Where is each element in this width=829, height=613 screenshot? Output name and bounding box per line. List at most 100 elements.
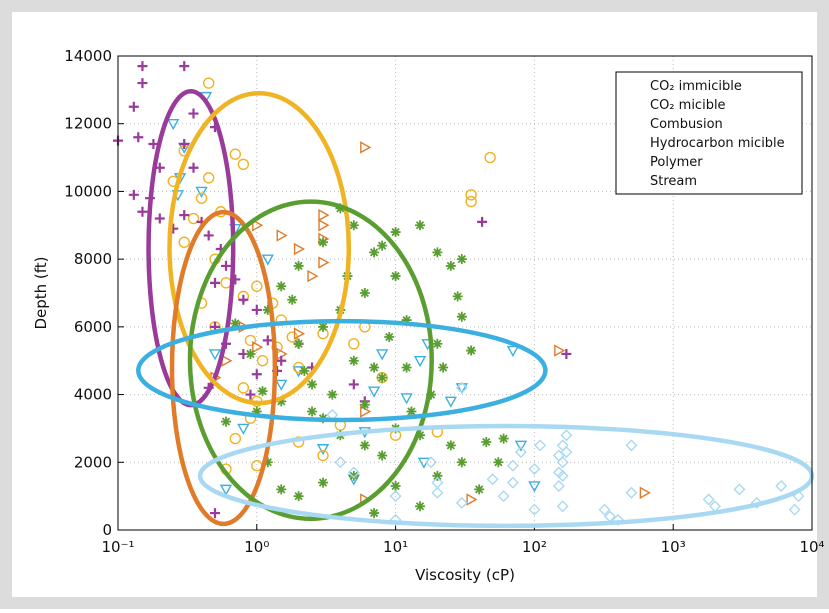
point	[369, 362, 380, 373]
point	[245, 389, 256, 400]
point	[137, 61, 148, 72]
point	[477, 216, 488, 227]
point	[639, 486, 651, 499]
point	[377, 240, 388, 251]
point	[556, 500, 569, 513]
point	[293, 260, 304, 271]
point	[625, 486, 638, 499]
point	[348, 470, 359, 481]
point	[498, 433, 509, 444]
point	[514, 446, 527, 459]
point	[486, 473, 499, 486]
point	[788, 503, 801, 516]
point	[506, 459, 519, 472]
point	[528, 463, 541, 476]
point	[154, 213, 165, 224]
point	[561, 348, 572, 359]
x-tick-label: 10²	[522, 538, 547, 556]
point	[238, 294, 249, 305]
point	[534, 439, 547, 452]
y-tick-label: 0	[102, 521, 112, 539]
point	[389, 490, 402, 503]
point	[251, 280, 263, 292]
point	[348, 355, 359, 366]
point	[128, 101, 139, 112]
point	[554, 344, 566, 357]
point	[262, 457, 273, 468]
point	[256, 355, 269, 367]
point	[293, 338, 304, 349]
point	[195, 186, 208, 198]
point	[318, 208, 330, 222]
point	[261, 254, 274, 266]
point	[390, 227, 401, 238]
point	[484, 151, 496, 164]
point	[299, 365, 310, 376]
point	[369, 508, 380, 519]
point	[188, 162, 199, 173]
y-tick-label: 10000	[64, 182, 112, 200]
point	[506, 476, 519, 489]
point	[318, 256, 330, 269]
point	[203, 230, 214, 241]
point	[276, 229, 288, 242]
point	[497, 490, 510, 503]
point	[455, 383, 469, 395]
point	[293, 327, 306, 340]
point	[252, 340, 264, 354]
point	[229, 148, 241, 160]
point	[262, 335, 273, 346]
x-tick-label: 10⁰	[244, 538, 269, 556]
point	[137, 206, 148, 217]
point	[179, 139, 190, 150]
point	[359, 288, 370, 298]
point	[210, 277, 221, 288]
point	[307, 379, 318, 390]
point	[377, 450, 388, 461]
point	[237, 158, 250, 171]
point	[251, 369, 262, 380]
point	[528, 481, 541, 493]
y-tick-label: 6000	[74, 318, 112, 336]
legend-box	[615, 71, 803, 195]
y-tick-label: 14000	[64, 47, 112, 65]
point	[377, 372, 388, 383]
point	[431, 486, 444, 499]
point	[276, 355, 287, 366]
point	[244, 334, 257, 347]
point	[750, 496, 763, 509]
y-tick-label: 8000	[74, 250, 112, 268]
point	[348, 379, 359, 390]
point	[456, 254, 467, 265]
y-tick-label: 2000	[74, 453, 112, 471]
point	[359, 440, 370, 451]
point	[251, 304, 262, 315]
legend-label: Stream	[650, 174, 697, 189]
point	[415, 501, 426, 512]
point	[167, 119, 180, 131]
point	[528, 503, 541, 516]
point	[262, 304, 273, 315]
legend-label: CO₂ immicible	[650, 79, 742, 94]
point	[560, 429, 573, 442]
point	[210, 508, 221, 519]
point	[474, 484, 485, 495]
point	[466, 493, 478, 506]
point	[276, 396, 287, 407]
point	[390, 480, 401, 491]
legend-label: CO₂ micible	[650, 98, 726, 113]
point	[401, 362, 412, 373]
point	[275, 379, 288, 391]
point	[415, 430, 426, 441]
cluster-ellipse	[169, 209, 278, 527]
x-tick-label: 10⁴	[799, 538, 824, 556]
point	[133, 132, 144, 143]
point	[317, 449, 329, 462]
point	[455, 381, 468, 394]
point	[560, 446, 573, 459]
point	[367, 386, 381, 398]
point	[506, 345, 520, 357]
point	[432, 338, 443, 349]
